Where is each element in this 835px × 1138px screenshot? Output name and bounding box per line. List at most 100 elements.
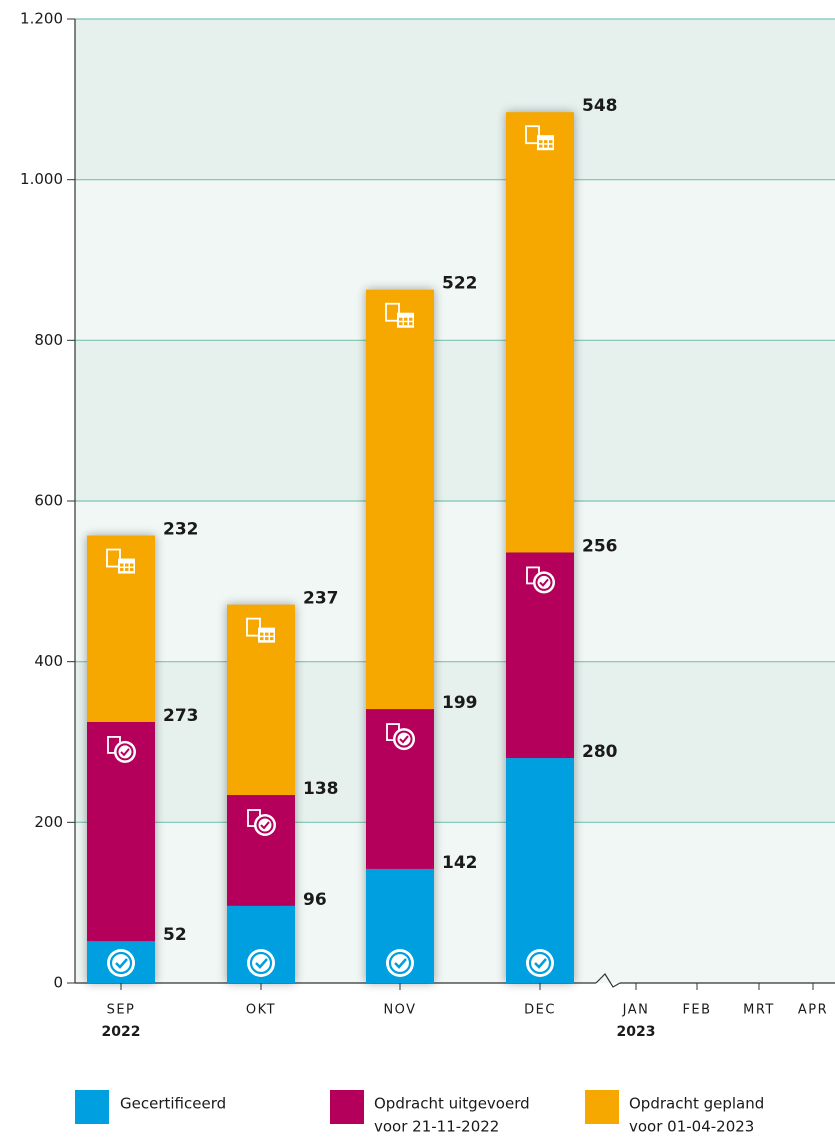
icon-part bbox=[535, 573, 553, 591]
legend-note: voor 21-11-2022 bbox=[374, 1118, 499, 1136]
icon-part bbox=[409, 317, 413, 321]
icon-part bbox=[125, 568, 129, 572]
segment-icon bbox=[525, 125, 554, 151]
y-tick-label: 400 bbox=[34, 652, 63, 670]
icon-part bbox=[260, 821, 270, 830]
value-label: 138 bbox=[303, 779, 339, 799]
value-label: 232 bbox=[163, 520, 199, 540]
value-label: 280 bbox=[582, 742, 618, 762]
value-label: 199 bbox=[442, 693, 478, 713]
legend-label: Opdracht uitgevoerd bbox=[374, 1095, 530, 1113]
segment-icon bbox=[246, 617, 275, 643]
icon-part bbox=[120, 563, 124, 567]
segment-icon bbox=[107, 949, 135, 977]
icon-part bbox=[125, 563, 129, 567]
icon-part bbox=[404, 317, 408, 321]
icon-part bbox=[399, 735, 409, 744]
icon-part bbox=[539, 578, 549, 587]
x-tick-label: JAN bbox=[622, 1003, 650, 1018]
icon-part bbox=[260, 637, 264, 641]
icon-part bbox=[116, 743, 134, 761]
plot-band bbox=[75, 179, 835, 341]
icon-part bbox=[246, 617, 261, 637]
y-tick-label: 600 bbox=[34, 492, 63, 510]
plot-band bbox=[75, 501, 835, 662]
icon-part bbox=[256, 816, 274, 834]
bar-segment bbox=[506, 758, 574, 983]
icon-part bbox=[109, 951, 133, 975]
legend-label: Gecertificeerd bbox=[120, 1095, 226, 1113]
value-label: 237 bbox=[303, 589, 339, 609]
icon-part bbox=[265, 632, 269, 636]
icon-part bbox=[120, 748, 130, 757]
y-tick-label: 0 bbox=[53, 974, 63, 992]
bar-segment bbox=[227, 795, 295, 906]
legend-label: Opdracht gepland bbox=[629, 1095, 764, 1113]
icon-part bbox=[399, 317, 403, 321]
x-tick-label: NOV bbox=[383, 1003, 416, 1018]
value-label: 96 bbox=[303, 890, 327, 910]
segment-icon bbox=[386, 949, 414, 977]
segment-icon bbox=[107, 736, 136, 763]
segment-icon bbox=[386, 723, 415, 751]
x-tick-label: FEB bbox=[682, 1003, 711, 1018]
icon-part bbox=[525, 125, 540, 145]
icon-part bbox=[395, 730, 413, 748]
icon-part bbox=[265, 637, 269, 641]
value-label: 142 bbox=[442, 853, 478, 873]
value-label: 548 bbox=[582, 96, 618, 116]
plot-band bbox=[75, 19, 835, 180]
y-tick-label: 800 bbox=[34, 331, 63, 349]
icon-part bbox=[539, 144, 543, 148]
legend-note: voor 01-04-2023 bbox=[629, 1118, 754, 1136]
segment-icon bbox=[247, 809, 276, 837]
icon-part bbox=[115, 958, 128, 969]
value-label: 273 bbox=[163, 706, 199, 726]
year-label: 2022 bbox=[102, 1024, 141, 1040]
x-tick-label: APR bbox=[798, 1003, 828, 1018]
plot-band bbox=[75, 661, 835, 823]
icon-part bbox=[270, 637, 274, 641]
segment-icon bbox=[247, 949, 275, 977]
value-label: 52 bbox=[163, 925, 187, 945]
bar-segment bbox=[366, 289, 434, 710]
segment-icon bbox=[106, 548, 135, 574]
icon-part bbox=[394, 958, 407, 969]
icon-part bbox=[409, 322, 413, 326]
legend-swatch bbox=[75, 1090, 109, 1124]
x-tick-label: MRT bbox=[743, 1003, 775, 1018]
icon-part bbox=[255, 958, 268, 969]
icon-part bbox=[544, 140, 548, 144]
icon-part bbox=[106, 548, 121, 568]
segment-icon bbox=[526, 949, 554, 977]
icon-part bbox=[388, 951, 412, 975]
icon-part bbox=[120, 568, 124, 572]
segment-icon bbox=[526, 566, 555, 594]
x-tick-label: SEP bbox=[107, 1003, 136, 1018]
icon-part bbox=[544, 144, 548, 148]
y-tick-label: 1.000 bbox=[20, 170, 63, 188]
value-label: 256 bbox=[582, 536, 618, 556]
icon-part bbox=[404, 322, 408, 326]
icon-part bbox=[385, 302, 400, 322]
icon-part bbox=[528, 951, 552, 975]
icon-part bbox=[130, 563, 134, 567]
icon-part bbox=[534, 958, 547, 969]
legend-swatch bbox=[585, 1090, 619, 1124]
icon-part bbox=[130, 568, 134, 572]
icon-part bbox=[270, 632, 274, 636]
axis-break bbox=[595, 973, 621, 988]
value-label: 522 bbox=[442, 274, 478, 294]
icon-part bbox=[249, 951, 273, 975]
x-tick-label: DEC bbox=[524, 1003, 556, 1018]
x-tick-label: OKT bbox=[246, 1003, 276, 1018]
plot-band bbox=[75, 822, 835, 983]
icon-part bbox=[399, 322, 403, 326]
plot-band bbox=[75, 340, 835, 501]
legend-swatch bbox=[330, 1090, 364, 1124]
icon-part bbox=[549, 144, 553, 148]
bar-segment bbox=[506, 112, 574, 553]
icon-part bbox=[549, 140, 553, 144]
year-label: 2023 bbox=[617, 1024, 656, 1040]
